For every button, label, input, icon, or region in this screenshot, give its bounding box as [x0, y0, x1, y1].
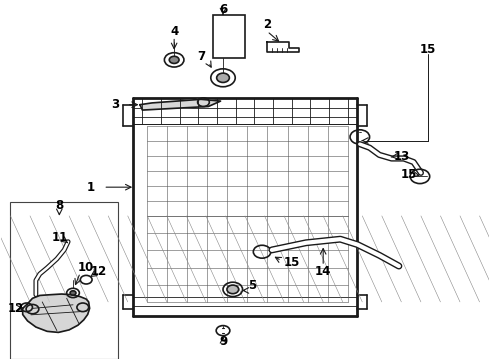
- Text: 9: 9: [219, 335, 227, 348]
- Text: 8: 8: [55, 199, 63, 212]
- Text: 7: 7: [197, 50, 205, 63]
- Text: 14: 14: [315, 265, 331, 278]
- Text: 15: 15: [420, 42, 437, 55]
- Circle shape: [217, 73, 229, 82]
- Polygon shape: [140, 99, 220, 110]
- Bar: [10, 202, 118, 359]
- Circle shape: [169, 56, 179, 63]
- Bar: [213, 15, 245, 58]
- Text: 12: 12: [7, 302, 24, 315]
- Polygon shape: [23, 294, 90, 332]
- Text: 11: 11: [51, 231, 68, 244]
- Text: 10: 10: [78, 261, 95, 274]
- Text: 1: 1: [87, 181, 95, 194]
- Text: 5: 5: [248, 279, 256, 292]
- Text: 15: 15: [400, 168, 417, 181]
- Text: 13: 13: [393, 150, 410, 163]
- Text: 2: 2: [263, 18, 271, 31]
- Circle shape: [227, 285, 239, 294]
- Text: 15: 15: [283, 256, 299, 269]
- Text: 6: 6: [219, 3, 227, 16]
- Circle shape: [70, 291, 76, 295]
- Text: 4: 4: [170, 25, 178, 38]
- Text: 12: 12: [90, 265, 106, 278]
- Text: 3: 3: [111, 98, 120, 111]
